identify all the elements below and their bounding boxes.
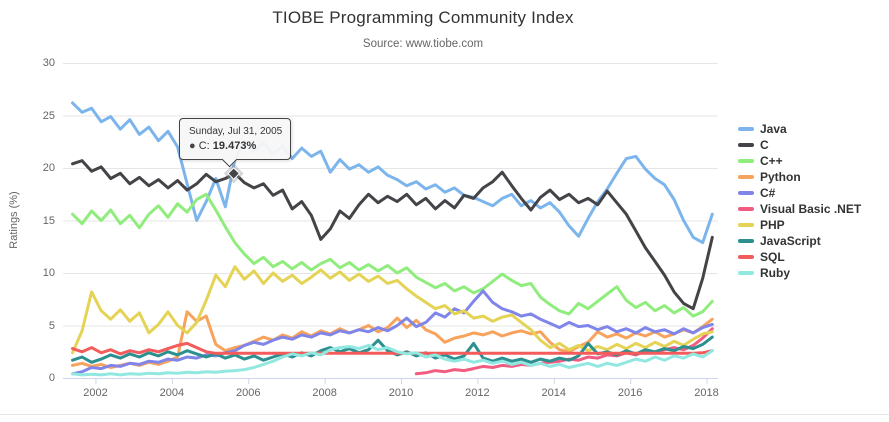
tooltip-series-bullet-icon: ● <box>189 140 196 152</box>
x-axis-label: 2004 <box>159 387 185 399</box>
legend-swatch-icon <box>738 207 754 211</box>
legend-label: PHP <box>760 218 785 232</box>
legend-label: Java <box>760 122 787 136</box>
legend-label: Visual Basic .NET <box>760 202 862 216</box>
x-axis-label: 2014 <box>541 387 567 399</box>
y-axis-label: 25 <box>42 109 55 122</box>
legend-item-python[interactable]: Python <box>738 169 861 185</box>
tooltip-value: ● C: 19.473% <box>189 140 257 152</box>
y-axis-label: 10 <box>42 267 55 279</box>
legend-label: JavaScript <box>760 234 821 248</box>
y-axis-label: 5 <box>48 319 55 332</box>
y-axis-label: 0 <box>48 372 55 384</box>
legend-item-php[interactable]: PHP <box>738 217 861 233</box>
x-axis-label: 2006 <box>235 387 261 399</box>
series-line-java[interactable] <box>71 101 714 245</box>
series-line-c-[interactable] <box>71 289 714 376</box>
legend-item-java[interactable]: Java <box>738 121 861 137</box>
x-axis-label: 2018 <box>694 387 719 399</box>
legend-swatch-icon <box>738 255 754 259</box>
tooltip-date: Sunday, Jul 31, 2005 <box>189 126 283 137</box>
legend-swatch-icon <box>738 127 754 131</box>
legend-item-c-[interactable]: C# <box>738 185 861 201</box>
legend-swatch-icon <box>738 223 754 227</box>
legend-swatch-icon <box>738 191 754 195</box>
y-axis-label: 30 <box>42 57 55 69</box>
legend-item-c[interactable]: C <box>738 137 861 153</box>
tooltip: Sunday, Jul 31, 2005 ● C: 19.473% <box>179 118 291 168</box>
legend-swatch-icon <box>738 271 754 275</box>
series-line-python[interactable] <box>71 310 714 369</box>
legend-item-c-[interactable]: C++ <box>738 153 861 169</box>
series-line-c-[interactable] <box>71 192 714 318</box>
x-axis-label: 2002 <box>83 387 108 399</box>
x-axis-label: 2008 <box>312 387 337 399</box>
legend-label: Ruby <box>760 266 790 280</box>
legend-label: C <box>760 138 769 152</box>
legend-item-sql[interactable]: SQL <box>738 249 861 265</box>
legend-label: C++ <box>760 154 783 168</box>
legend-item-javascript[interactable]: JavaScript <box>738 233 861 249</box>
legend-swatch-icon <box>738 175 754 179</box>
legend-item-visual-basic-net[interactable]: Visual Basic .NET <box>738 201 861 217</box>
bottom-divider <box>0 414 889 415</box>
x-axis-label: 2010 <box>388 387 414 399</box>
tooltip-series-name: C <box>198 140 207 152</box>
series-line-c[interactable] <box>71 159 714 311</box>
hover-marker-icon <box>227 167 241 180</box>
legend: Java C C++ Python C# Visual Basic .NET PHP Java… <box>738 121 861 281</box>
chart-title: TIOBE Programming Community Index <box>272 8 574 27</box>
x-axis-label: 2016 <box>617 387 643 399</box>
y-axis-label: 20 <box>42 162 55 174</box>
legend-label: C# <box>760 186 776 200</box>
legend-swatch-icon <box>738 143 754 147</box>
series-line-sql[interactable] <box>71 341 714 356</box>
legend-item-ruby[interactable]: Ruby <box>738 265 861 281</box>
y-axis-label: 15 <box>42 214 55 227</box>
legend-label: Python <box>760 170 801 184</box>
series-line-ruby[interactable] <box>71 343 714 377</box>
legend-swatch-icon <box>738 239 754 243</box>
tooltip-series-value: 19.473% <box>212 140 257 152</box>
x-axis-label: 2012 <box>465 387 490 399</box>
legend-swatch-icon <box>738 159 754 163</box>
chart-subtitle: Source: www.tiobe.com <box>362 38 484 50</box>
series-line-php[interactable] <box>71 265 714 355</box>
legend-label: SQL <box>760 250 785 264</box>
